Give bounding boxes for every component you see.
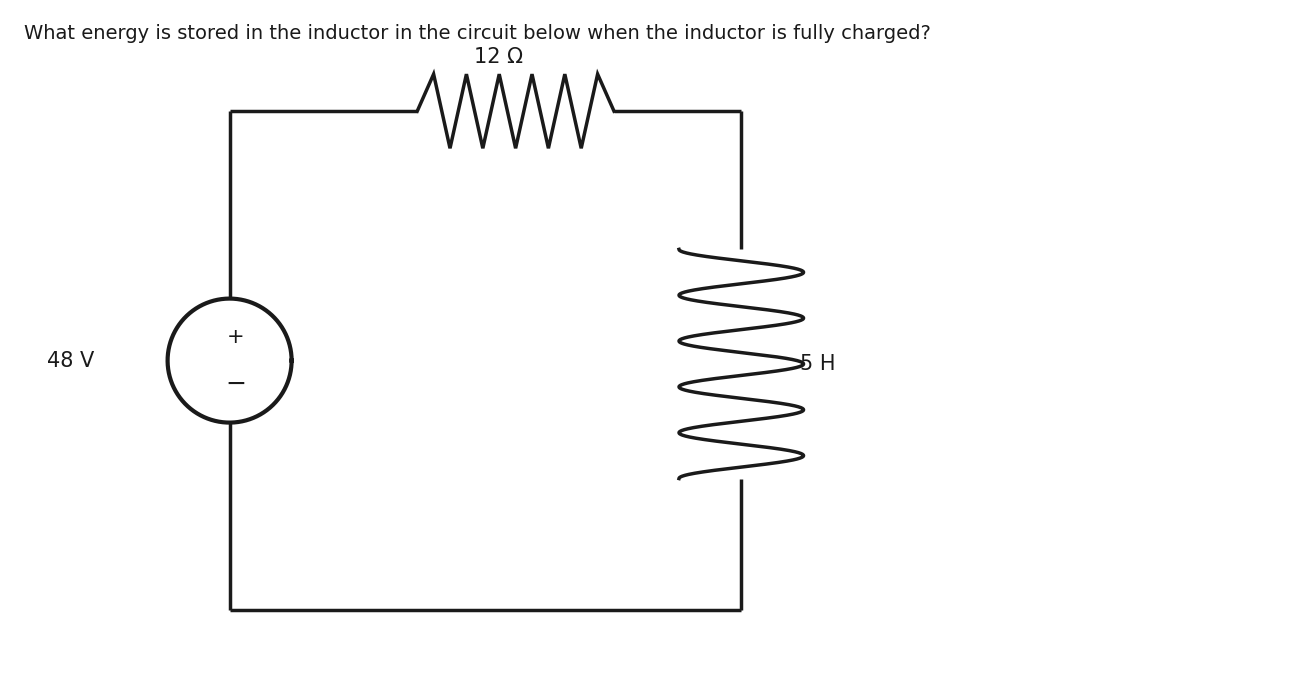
- Text: 12 Ω: 12 Ω: [474, 47, 523, 67]
- Text: +: +: [227, 327, 244, 347]
- Text: −: −: [226, 372, 247, 396]
- Text: What energy is stored in the inductor in the circuit below when the inductor is : What energy is stored in the inductor in…: [24, 24, 930, 42]
- Text: 48 V: 48 V: [47, 350, 94, 371]
- Text: 5 H: 5 H: [800, 354, 836, 374]
